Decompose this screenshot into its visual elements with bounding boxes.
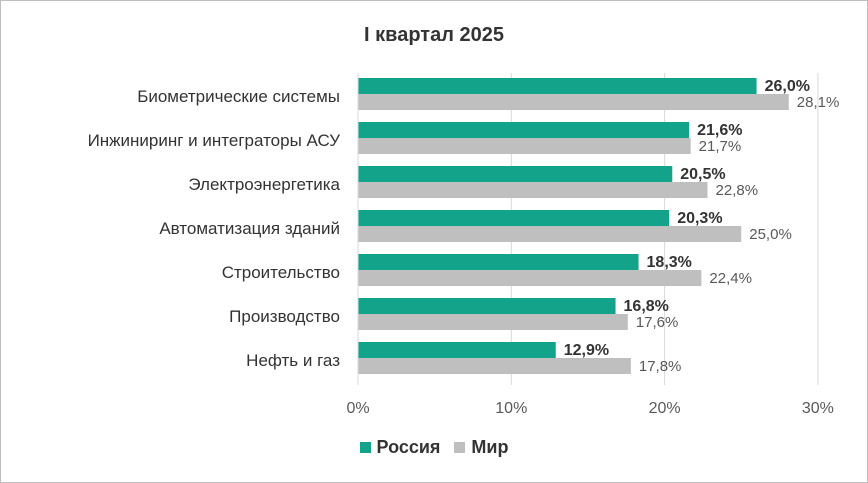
data-label-russia: 26,0% <box>765 78 810 95</box>
chart-title: I квартал 2025 <box>364 24 504 46</box>
data-label-world: 17,8% <box>639 358 682 375</box>
bar-russia <box>358 210 670 226</box>
legend-swatch-world <box>454 442 466 453</box>
bar-russia <box>358 166 673 182</box>
data-label-russia: 16,8% <box>624 298 669 315</box>
bar-russia <box>358 342 556 358</box>
legend: Россия Мир <box>0 437 868 458</box>
bar-world <box>358 270 702 286</box>
legend-label-world: Мир <box>471 437 509 457</box>
bar-world <box>358 314 628 330</box>
category-label: Автоматизация зданий <box>159 219 340 238</box>
x-tick-label: 30% <box>802 400 834 417</box>
bar-russia <box>358 298 616 314</box>
bar-world <box>358 138 691 154</box>
legend-label-russia: Россия <box>376 437 441 457</box>
bar-world <box>358 358 631 374</box>
data-label-world: 21,7% <box>699 138 742 155</box>
category-label: Биометрические системы <box>137 87 340 106</box>
data-label-russia: 20,5% <box>680 166 725 183</box>
x-tick-label: 10% <box>495 400 527 417</box>
bar-world <box>358 94 789 110</box>
category-label: Нефть и газ <box>246 351 340 370</box>
data-label-world: 28,1% <box>797 94 840 111</box>
category-label: Электроэнергетика <box>188 175 340 194</box>
bar-russia <box>358 78 757 94</box>
data-label-russia: 12,9% <box>564 342 609 359</box>
category-label: Производство <box>229 307 340 326</box>
legend-item-world: Мир <box>454 437 508 458</box>
bar-world <box>358 182 708 198</box>
legend-swatch-russia <box>359 442 371 453</box>
bar-world <box>358 226 742 242</box>
legend-item-russia: Россия <box>359 437 441 458</box>
data-label-russia: 20,3% <box>677 210 722 227</box>
bar-russia <box>358 254 639 270</box>
data-label-russia: 18,3% <box>647 254 692 271</box>
data-label-world: 17,6% <box>636 314 679 331</box>
bar-russia <box>358 122 690 138</box>
category-label: Строительство <box>222 263 340 282</box>
category-label: Инжиниринг и интеграторы АСУ <box>88 131 341 150</box>
data-label-russia: 21,6% <box>697 122 742 139</box>
x-tick-label: 20% <box>649 400 681 417</box>
data-label-world: 25,0% <box>749 226 792 243</box>
data-label-world: 22,8% <box>716 182 759 199</box>
data-label-world: 22,4% <box>709 270 752 287</box>
x-tick-label: 0% <box>346 400 369 417</box>
